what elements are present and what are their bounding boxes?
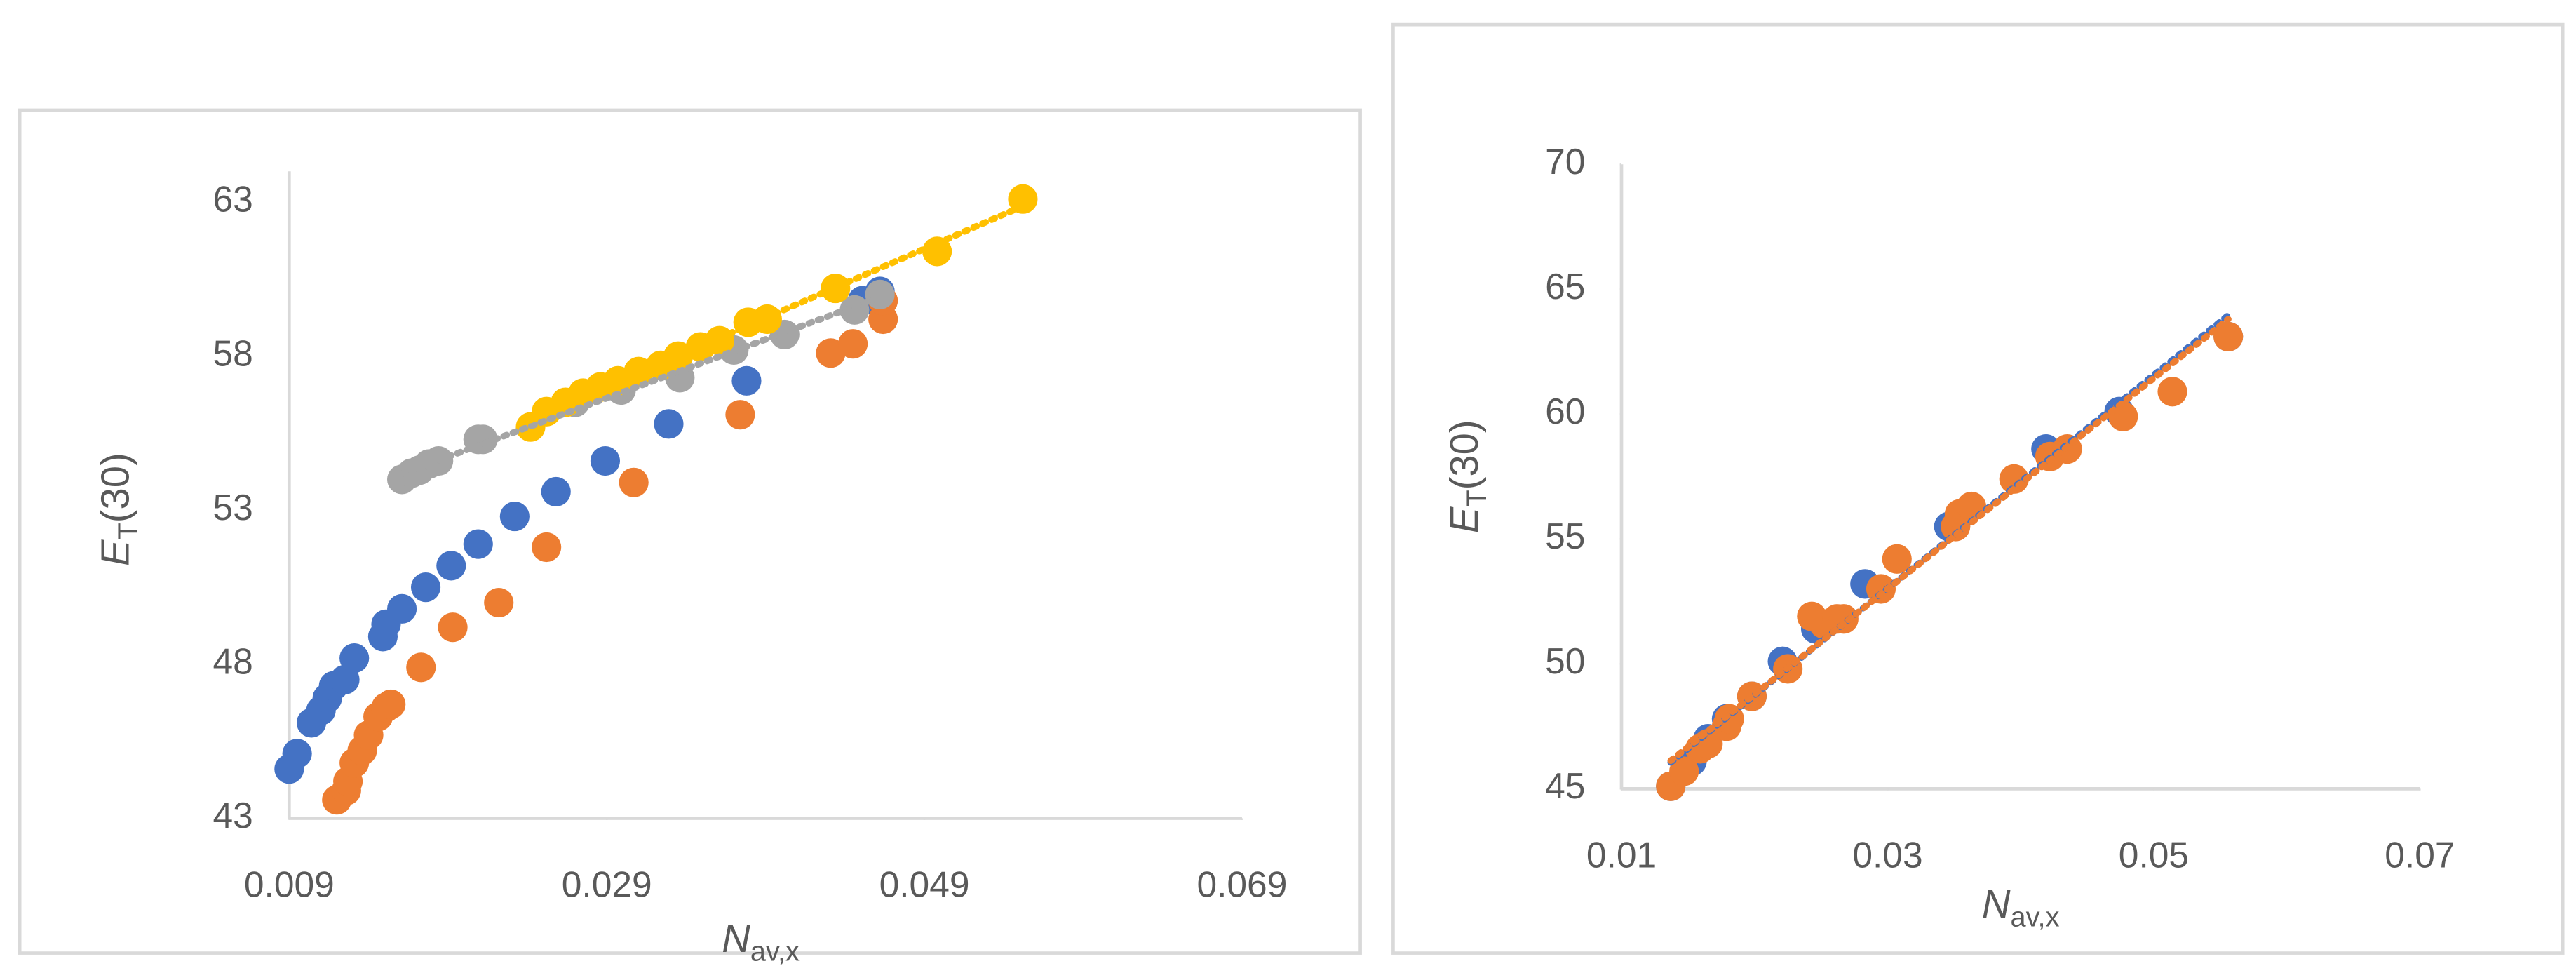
y-axis-title: ET(30) [1442,419,1492,533]
y-tick-label: 60 [1545,391,1585,431]
x-tick-label: 0.07 [2385,834,2455,875]
x-axis-title-sub: av,x [750,936,800,967]
y-axis-title-rest: (30) [1442,419,1486,490]
point [816,338,846,368]
x-tick-label: 0.069 [1196,864,1287,904]
point [541,476,571,507]
point [532,532,562,563]
point [838,329,868,359]
point [438,612,468,643]
x-tick-label: 0.009 [244,864,335,904]
x-tick-label: 0.05 [2119,834,2189,875]
point [463,529,493,559]
y-tick-label: 43 [213,795,252,835]
y-axis-title-rest: (30) [93,452,137,523]
point [282,739,312,769]
y-tick-label: 53 [213,487,252,528]
point [339,643,370,673]
y-tick-label: 58 [213,333,252,373]
point [1008,184,1038,214]
point [1828,604,1859,634]
y-tick-label: 70 [1545,141,1585,182]
y-tick-label: 45 [1545,765,1585,806]
point [2157,377,2187,407]
y-axis-title-main: E [93,539,137,566]
chart-panel [1391,22,2565,955]
point [410,572,441,603]
point [619,467,649,497]
point [865,279,895,309]
point [725,400,755,430]
y-axis-title-sub: T [113,523,144,539]
y-axis-title-sub: T [1462,490,1492,506]
x-tick-label: 0.03 [1852,834,1922,875]
point [731,365,762,396]
x-axis-title-main: N [1982,882,2011,926]
y-axis-title: ET(30) [93,452,144,566]
point [1669,756,1699,786]
y-tick-label: 63 [213,179,252,220]
y-tick-label: 48 [213,641,252,682]
point [2213,321,2244,351]
chart-panel [18,108,1362,955]
point [387,593,417,624]
x-tick-label: 0.01 [1586,834,1657,875]
y-tick-label: 55 [1545,516,1585,556]
point [1866,574,1896,604]
point [484,587,514,618]
y-axis-title-main: E [1442,506,1486,533]
trendline [398,293,884,478]
point [436,551,466,581]
x-tick-label: 0.029 [562,864,652,904]
point [406,652,436,683]
trendline [1667,316,2232,765]
x-axis-title-sub: av,x [2010,901,2059,932]
y-tick-label: 65 [1545,266,1585,307]
x-axis-title: Nav,x [1982,882,2060,932]
x-axis-title-main: N [722,916,750,960]
point [1882,544,1912,574]
point [376,689,406,720]
y-tick-label: 50 [1545,640,1585,681]
point [654,409,684,439]
point [499,502,530,532]
point [590,445,621,476]
trendline [527,203,1027,424]
x-axis-title: Nav,x [722,916,800,967]
x-tick-label: 0.049 [879,864,970,904]
